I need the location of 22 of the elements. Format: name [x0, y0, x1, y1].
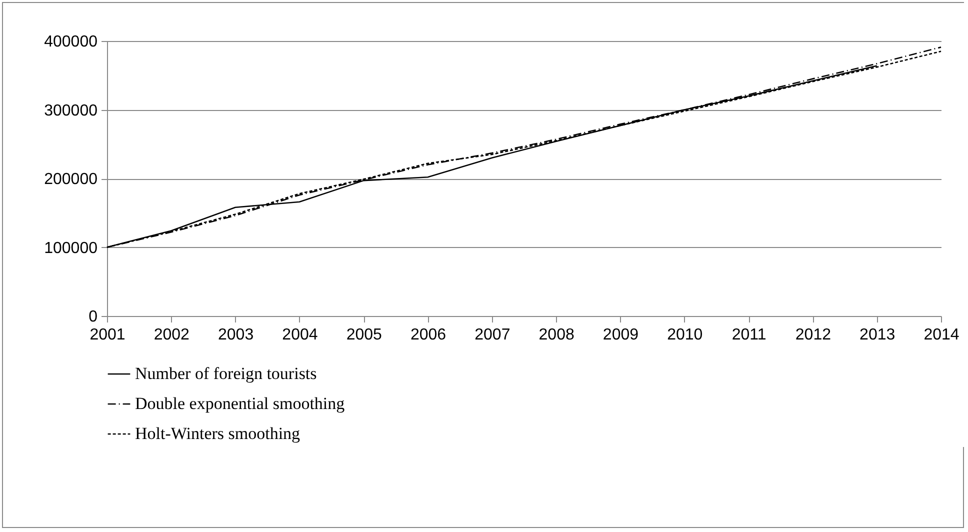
- x-tick-label: 2013: [860, 326, 896, 344]
- y-tick-label: 300000: [44, 102, 98, 120]
- x-tick-label: 2014: [924, 326, 960, 344]
- x-tick-label: 2004: [282, 326, 318, 344]
- legend-label: Number of foreign tourists: [135, 364, 317, 383]
- legend-label: Double exponential smoothing: [135, 394, 346, 413]
- legend-label: Holt-Winters smoothing: [135, 424, 301, 443]
- y-tick-label: 0: [88, 308, 98, 326]
- x-tick-label: 2009: [602, 326, 639, 344]
- x-tick-label: 2005: [346, 326, 382, 344]
- y-tick-label: 100000: [44, 240, 98, 257]
- x-tick-label: 2012: [795, 326, 832, 344]
- x-tick-label: 2006: [410, 326, 446, 344]
- x-tick-label: 2011: [732, 326, 766, 344]
- x-tick-label: 2002: [154, 326, 190, 344]
- y-tick-label: 200000: [44, 171, 98, 188]
- x-tick-label: 2001: [90, 326, 126, 344]
- x-tick-label: 2008: [538, 326, 574, 344]
- x-tick-label: 2007: [474, 326, 510, 344]
- x-tick-label: 2003: [218, 326, 254, 344]
- x-tick-label: 2010: [667, 326, 703, 344]
- y-tick-label: 400000: [44, 34, 98, 50]
